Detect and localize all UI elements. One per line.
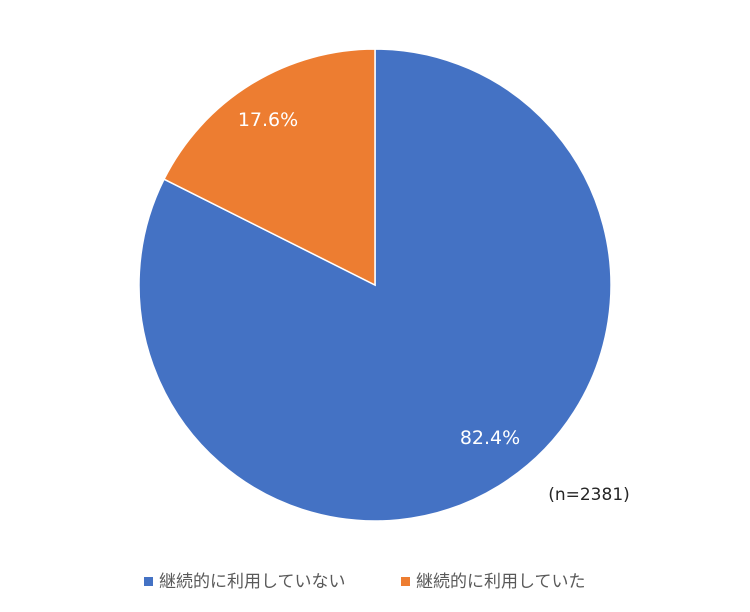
data-label-continuous: 17.6% bbox=[238, 109, 298, 131]
pie-slices bbox=[138, 48, 612, 522]
legend-item-continuous: 継続的に利用していた bbox=[401, 572, 586, 592]
legend-swatch-not-continuous bbox=[144, 577, 153, 586]
data-label-not-continuous: 82.4% bbox=[460, 427, 520, 449]
legend-label-continuous: 継続的に利用していた bbox=[416, 572, 586, 592]
legend-label-not-continuous: 継続的に利用していない bbox=[159, 572, 346, 592]
legend: 継続的に利用していない 継続的に利用していた bbox=[144, 572, 586, 592]
legend-swatch-continuous bbox=[401, 577, 410, 586]
pie-slice-continuous bbox=[163, 48, 376, 287]
pie-data-labels: 82.4% 17.6% bbox=[238, 109, 520, 449]
legend-item-not-continuous: 継続的に利用していない bbox=[144, 572, 346, 592]
sample-size-note: (n=2381) bbox=[548, 485, 630, 505]
